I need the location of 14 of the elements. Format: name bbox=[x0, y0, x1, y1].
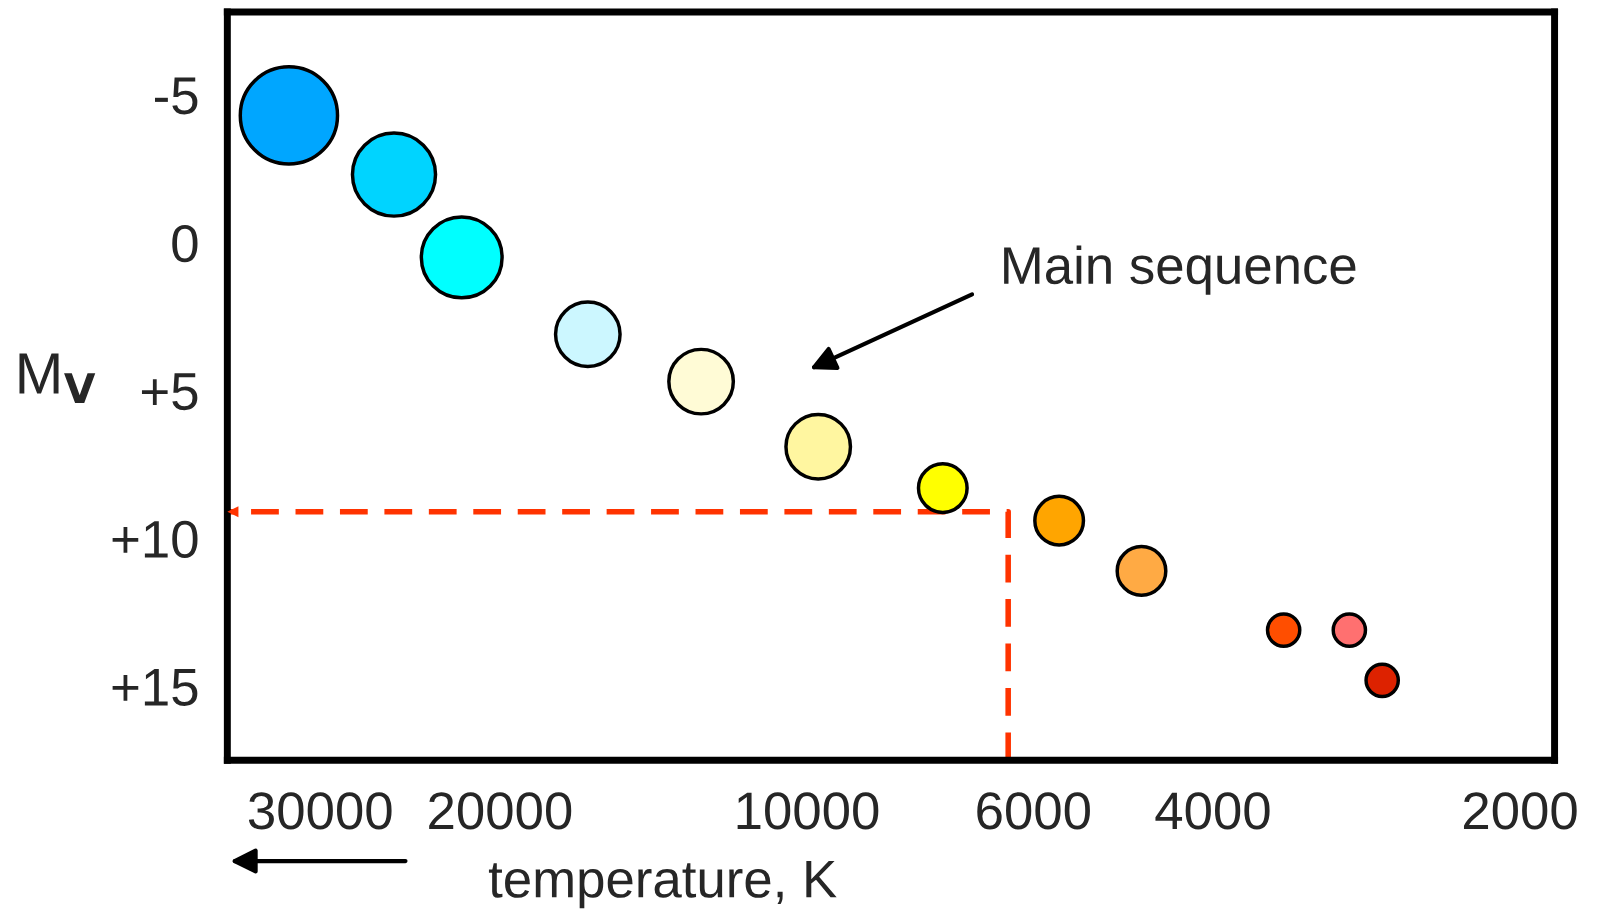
x-tick-label: 30000 bbox=[248, 792, 392, 830]
y-tick-label: +10 bbox=[112, 520, 198, 559]
x-tick-label: 6000 bbox=[977, 792, 1090, 830]
x-tick-label: 10000 bbox=[737, 792, 879, 830]
x-axis-title: temperature, K bbox=[488, 861, 837, 909]
y-tick-label: +15 bbox=[112, 669, 198, 706]
y-tick-label: -5 bbox=[154, 77, 198, 115]
y-axis-title: M$_{V}$ bbox=[19, 353, 96, 404]
y-tick-label: +5 bbox=[141, 373, 198, 411]
x-tick-label: 4000 bbox=[1155, 792, 1270, 830]
x-tick-label: 20000 bbox=[429, 792, 572, 830]
annotation: Main sequence bbox=[1004, 245, 1356, 295]
x-tick-label: 2000 bbox=[1463, 792, 1577, 830]
y-tick-label: 0 bbox=[172, 224, 198, 263]
